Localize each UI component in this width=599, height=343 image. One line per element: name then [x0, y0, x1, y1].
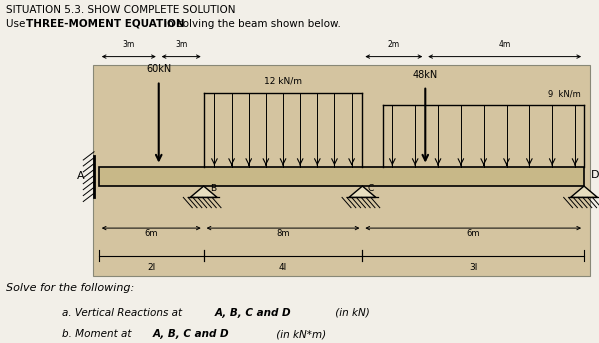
Text: 6m: 6m: [467, 229, 480, 238]
Text: in solving the beam shown below.: in solving the beam shown below.: [161, 19, 340, 29]
Polygon shape: [570, 186, 597, 198]
Text: 48kN: 48kN: [413, 70, 438, 80]
Text: (in kN): (in kN): [332, 308, 370, 318]
Text: SITUATION 5.3. SHOW COMPLETE SOLUTION: SITUATION 5.3. SHOW COMPLETE SOLUTION: [6, 5, 235, 15]
Text: A: A: [77, 170, 84, 181]
Text: a. Vertical Reactions at: a. Vertical Reactions at: [36, 308, 185, 318]
Text: 9  kN/m: 9 kN/m: [548, 90, 581, 98]
Text: C: C: [367, 185, 373, 193]
Text: 8m: 8m: [276, 229, 290, 238]
Text: A, B, C and D: A, B, C and D: [214, 308, 291, 318]
Text: b. Moment at: b. Moment at: [36, 329, 135, 339]
Polygon shape: [190, 186, 217, 198]
Text: 2m: 2m: [388, 40, 400, 49]
Text: THREE-MOMENT EQUATION: THREE-MOMENT EQUATION: [26, 19, 184, 29]
Text: 6m: 6m: [144, 229, 158, 238]
Text: Use: Use: [6, 19, 29, 29]
Text: 3m: 3m: [175, 40, 187, 49]
Text: 4m: 4m: [498, 40, 511, 49]
Text: A, B, C and D: A, B, C and D: [153, 329, 229, 339]
Bar: [99, 167, 584, 186]
Text: 2I: 2I: [147, 263, 155, 272]
Text: (in kN*m): (in kN*m): [273, 329, 326, 339]
Bar: [93, 65, 590, 276]
Text: 4I: 4I: [279, 263, 287, 272]
Text: B: B: [210, 185, 216, 193]
Polygon shape: [349, 186, 376, 198]
Text: 60kN: 60kN: [146, 64, 171, 74]
Text: Solve for the following:: Solve for the following:: [6, 283, 134, 293]
Text: 12 kN/m: 12 kN/m: [264, 76, 302, 85]
Text: D: D: [591, 170, 599, 180]
Text: 3I: 3I: [469, 263, 477, 272]
Text: 3m: 3m: [123, 40, 135, 49]
